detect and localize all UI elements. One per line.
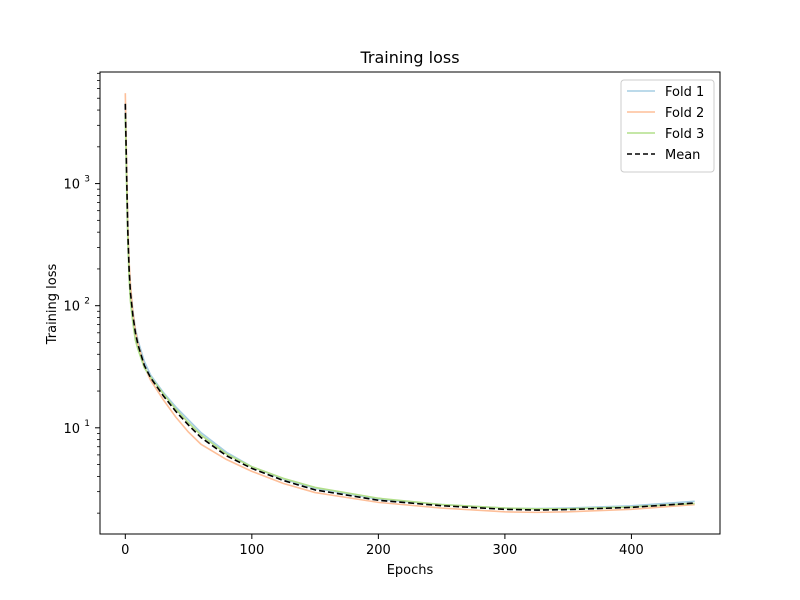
y-tick-label: 10 (63, 178, 80, 193)
legend-label: Fold 2 (665, 106, 704, 121)
legend-label: Mean (665, 148, 700, 163)
series-line-mean (124, 103, 695, 511)
y-tick-base: 10 (63, 300, 80, 315)
plot-frame (99, 71, 721, 535)
y-tick-base: 10 (63, 422, 80, 437)
chart-title: Training loss (359, 48, 459, 67)
series-line-fold-3 (124, 114, 695, 510)
x-tick-label: 400 (619, 543, 644, 558)
y-tick-exponent: 3 (84, 175, 90, 185)
y-tick-exponent: 1 (84, 419, 90, 429)
y-tick-exponent: 2 (84, 297, 90, 307)
legend-box (620, 79, 715, 173)
y-tick-label: 10 (63, 300, 80, 315)
x-tick-label: 0 (121, 543, 129, 558)
y-axis-label: Training loss (45, 264, 60, 346)
x-tick-label: 100 (239, 543, 264, 558)
x-tick-label: 300 (492, 543, 517, 558)
legend: Fold 1 Fold 2 Fold 3 Mean (620, 79, 715, 173)
x-axis-label: Epochs (387, 563, 434, 578)
legend-label: Fold 3 (665, 127, 704, 142)
legend-label: Fold 1 (665, 85, 704, 100)
x-tick-label: 200 (366, 543, 391, 558)
plot-area: 0 100 200 300 400 10 1 10 2 10 3 (63, 72, 695, 558)
y-tick-base: 10 (63, 178, 80, 193)
y-tick-label: 10 (63, 422, 80, 437)
